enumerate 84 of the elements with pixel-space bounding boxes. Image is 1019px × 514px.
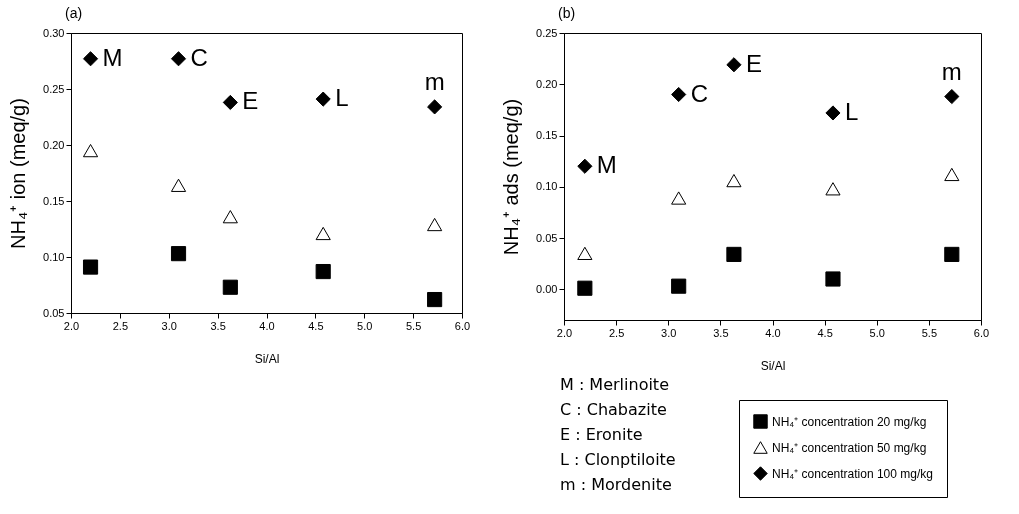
annotation: L xyxy=(335,84,349,112)
point xyxy=(222,279,238,295)
point xyxy=(170,246,187,262)
x-tick-label: 2.0 xyxy=(556,326,573,339)
y-axis-title: NH₄⁺ ion (meq/g) xyxy=(7,98,30,249)
point xyxy=(82,143,99,158)
point xyxy=(82,259,99,275)
point xyxy=(577,280,593,296)
annotation: E xyxy=(745,49,762,77)
x-axis-title: Si/Al xyxy=(254,351,280,366)
chart-title: (a) xyxy=(65,5,83,21)
point xyxy=(170,178,187,192)
annotation: m xyxy=(941,57,962,85)
y-tick-label: 0.25 xyxy=(536,26,558,39)
point xyxy=(825,271,841,287)
x-tick-label: 5.5 xyxy=(921,326,938,339)
point xyxy=(427,291,443,308)
x-tick-label: 6.0 xyxy=(454,319,471,332)
point xyxy=(427,99,443,115)
point xyxy=(825,182,841,196)
y-tick-label: 0.00 xyxy=(536,282,558,295)
x-tick-label: 2.5 xyxy=(112,319,129,332)
y-tick-label: 0.10 xyxy=(43,250,65,263)
point xyxy=(577,246,593,260)
y-axis-title: NH₄⁺ ads (meq/g) xyxy=(500,98,523,256)
text: M : Merlinoite xyxy=(560,374,670,396)
point xyxy=(427,217,443,232)
chart-title: (b) xyxy=(558,5,576,21)
annotation: C xyxy=(690,79,709,107)
point xyxy=(825,105,841,121)
x-tick-label: 4.0 xyxy=(765,326,781,339)
point xyxy=(944,167,960,182)
annotation: M xyxy=(102,43,123,71)
x-tick-label: 3.5 xyxy=(210,319,226,332)
point xyxy=(944,246,960,262)
x-axis-title: Si/Al xyxy=(760,358,786,373)
x-tick-label: 5.0 xyxy=(357,319,373,332)
y-tick-label: 0.15 xyxy=(536,129,558,141)
point xyxy=(170,51,187,67)
y-tick-label: 0.10 xyxy=(536,180,558,193)
point xyxy=(671,278,687,294)
point xyxy=(671,86,687,103)
annotation: L xyxy=(844,97,859,125)
annotation: C xyxy=(190,43,208,71)
annotation: M xyxy=(596,151,617,179)
point xyxy=(726,246,742,262)
y-tick-label: 0.05 xyxy=(43,306,65,319)
y-tick-label: 0.05 xyxy=(536,231,558,244)
x-tick-label: 3.0 xyxy=(661,326,677,339)
point xyxy=(222,94,238,111)
point xyxy=(671,191,687,205)
x-tick-label: 4.5 xyxy=(817,326,833,339)
x-tick-label: 6.0 xyxy=(973,326,990,339)
point xyxy=(315,226,331,241)
x-tick-label: 3.0 xyxy=(161,319,177,332)
x-tick-label: 5.5 xyxy=(405,319,422,332)
point xyxy=(726,57,742,73)
text: C : Chabazite xyxy=(560,399,668,421)
point xyxy=(222,210,238,224)
x-tick-label: 2.0 xyxy=(63,319,80,332)
point xyxy=(944,88,960,105)
legend-label: NH₄⁺ concentration 20 mg/kg xyxy=(772,414,927,429)
x-tick-label: 5.0 xyxy=(869,326,885,339)
annotation: m xyxy=(424,67,445,95)
legend-label: NH₄⁺ concentration 100 mg/kg xyxy=(772,466,933,481)
x-tick-label: 3.5 xyxy=(713,326,729,339)
y-tick-label: 0.20 xyxy=(536,77,558,90)
point xyxy=(315,91,331,107)
text: L : Clonptiloite xyxy=(560,449,676,471)
point xyxy=(726,173,742,188)
point xyxy=(82,51,99,67)
x-tick-label: 4.5 xyxy=(308,319,324,332)
legend-label: NH₄⁺ concentration 50 mg/kg xyxy=(772,440,927,455)
annotation: E xyxy=(242,87,259,115)
y-tick-label: 0.25 xyxy=(43,82,65,95)
y-tick-label: 0.15 xyxy=(43,194,65,207)
x-tick-label: 4.0 xyxy=(259,319,275,332)
point xyxy=(315,263,331,280)
x-tick-label: 2.5 xyxy=(608,326,625,339)
point xyxy=(577,158,593,174)
text: m : Mordenite xyxy=(560,474,673,496)
y-tick-label: 0.30 xyxy=(43,26,65,39)
text: E : Eronite xyxy=(560,424,644,446)
y-tick-label: 0.20 xyxy=(43,138,65,151)
